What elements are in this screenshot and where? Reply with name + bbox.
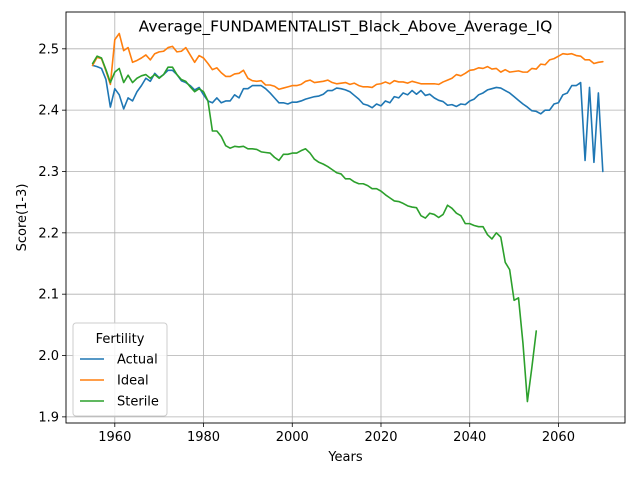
y-tick-label: 2.0 xyxy=(38,349,59,364)
y-tick-label: 2.1 xyxy=(38,288,59,303)
x-tick-label: 1980 xyxy=(187,430,220,445)
x-tick-label: 1960 xyxy=(98,430,131,445)
y-tick-label: 2.5 xyxy=(38,42,59,57)
x-axis-label: Years xyxy=(327,450,363,465)
series-line-ideal xyxy=(91,32,604,91)
chart-title: Average_FUNDAMENTALIST_Black_Above_Avera… xyxy=(139,18,553,37)
plot-frame xyxy=(65,11,626,424)
legend-box xyxy=(72,322,168,417)
y-tick-label: 1.9 xyxy=(38,410,59,425)
series-lines xyxy=(91,32,604,403)
x-tick-label: 2040 xyxy=(453,430,486,445)
y-tick-label: 2.2 xyxy=(38,226,59,241)
x-tick-label: 2020 xyxy=(364,430,397,445)
legend: Fertility Actual Ideal Sterile xyxy=(72,322,168,417)
y-axis-label: Score(1-3) xyxy=(15,184,30,252)
series-line-sterile xyxy=(91,55,538,403)
y-tick-label: 2.4 xyxy=(38,104,59,119)
axis-ticks: 1960 1980 2000 2020 2040 2060 1.9 2.0 2.1 2.2 2.3 2… xyxy=(38,42,575,445)
legend-title: Fertility xyxy=(96,332,145,347)
x-tick-label: 2000 xyxy=(276,430,309,445)
legend-items: Actual Ideal Sterile xyxy=(80,353,159,410)
x-tick-label: 2060 xyxy=(542,430,575,445)
legend-label-ideal: Ideal xyxy=(117,374,149,389)
y-tick-label: 2.3 xyxy=(38,165,59,180)
legend-label-sterile: Sterile xyxy=(117,395,159,410)
legend-label-actual: Actual xyxy=(117,353,158,368)
